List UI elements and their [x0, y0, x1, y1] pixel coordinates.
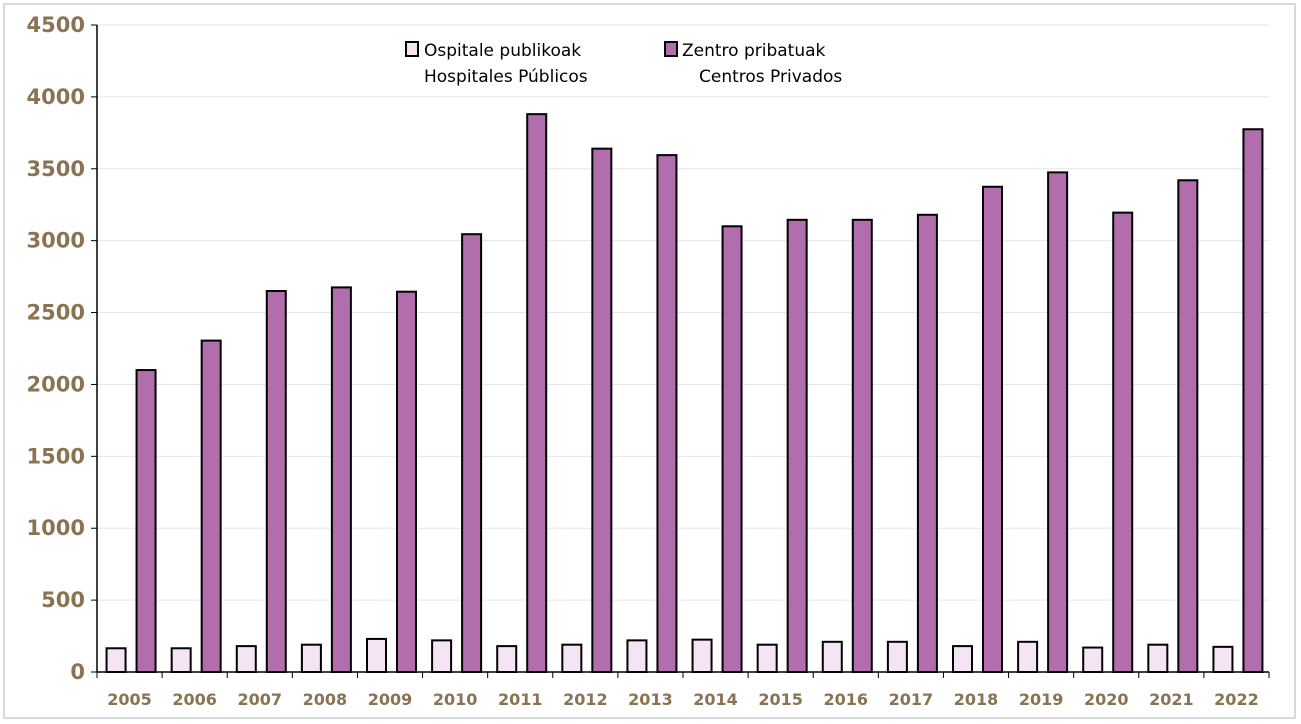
xtick-label-2012: 2012: [563, 690, 608, 709]
bar-public-2007: [235, 645, 257, 673]
ytick-label-1500: 1500: [27, 444, 85, 468]
ytick-label-3500: 3500: [27, 157, 85, 181]
y-axis-ticks: 0 500 1000 1500 2000 2500 3000 3500 4000 4500: [27, 13, 85, 684]
bar-public-2014: [691, 638, 713, 674]
legend-label-private-line2: Centros Privados: [699, 67, 842, 87]
bar-public-2016: [821, 640, 843, 673]
ytick-label-3000: 3000: [27, 229, 85, 253]
bar-private-2017: [916, 213, 938, 674]
xtick-label-2006: 2006: [172, 690, 217, 709]
bar-private-2011: [526, 113, 548, 674]
xtick-label-2020: 2020: [1084, 690, 1129, 709]
bar-public-2022: [1212, 645, 1234, 673]
legend-swatch-private: [664, 41, 678, 57]
bar-private-2005: [135, 369, 157, 673]
xtick-label-2014: 2014: [693, 690, 738, 709]
xtick-label-2011: 2011: [498, 690, 543, 709]
bar-public-2012: [561, 643, 583, 674]
legend: Ospitale publikoak Hospitales Públicos Z…: [405, 41, 842, 87]
ytick-label-1000: 1000: [27, 516, 85, 540]
bar-private-2007: [265, 289, 287, 673]
ytick-label-2000: 2000: [27, 372, 85, 396]
bar-private-2013: [656, 154, 678, 673]
bar-private-2018: [982, 185, 1003, 673]
xtick-label-2007: 2007: [238, 690, 283, 709]
xtick-label-2015: 2015: [758, 690, 803, 709]
xtick-label-2016: 2016: [824, 690, 869, 709]
bar-private-2021: [1177, 179, 1199, 673]
bar-private-2016: [851, 218, 873, 674]
bar-private-2006: [200, 339, 222, 673]
bar-public-2006: [170, 647, 192, 674]
bar-public-2008: [300, 643, 322, 674]
bar-public-2013: [626, 639, 648, 674]
legend-label-public-line2: Hospitales Públicos: [424, 67, 588, 87]
xtick-label-2021: 2021: [1149, 690, 1194, 709]
x-axis-ticks: 2005 2006 2007 2008 2009 2010 2011 2012 2013 2014…: [107, 690, 1258, 709]
bar-private-2009: [396, 290, 417, 673]
bar-public-2020: [1082, 646, 1104, 674]
xtick-label-2008: 2008: [303, 690, 348, 709]
xtick-label-2019: 2019: [1019, 690, 1064, 709]
bar-public-2010: [431, 639, 453, 674]
bar-public-2011: [496, 645, 518, 673]
xtick-label-2009: 2009: [368, 690, 413, 709]
bar-public-2018: [952, 645, 973, 673]
bar-public-2009: [366, 637, 387, 673]
xtick-label-2010: 2010: [433, 690, 478, 709]
bars: [105, 113, 1264, 674]
bar-private-2014: [721, 225, 743, 674]
bar-public-2005: [105, 647, 127, 674]
legend-swatch-public: [405, 41, 419, 57]
bar-private-2010: [461, 233, 483, 674]
bar-private-2019: [1047, 171, 1069, 673]
axes: [91, 24, 1270, 678]
gridlines: [97, 24, 1269, 601]
bar-public-2015: [756, 643, 778, 674]
xtick-label-2018: 2018: [954, 690, 999, 709]
ytick-label-4000: 4000: [27, 85, 85, 109]
ytick-label-0: 0: [70, 660, 85, 684]
bar-private-2012: [591, 147, 613, 674]
bar-public-2017: [886, 640, 908, 673]
legend-label-public: Ospitale publikoak: [424, 41, 581, 61]
bar-private-2015: [786, 218, 808, 674]
xtick-label-2017: 2017: [889, 690, 934, 709]
legend-label-private: Zentro pribatuak: [682, 41, 826, 61]
bar-private-2008: [330, 286, 352, 673]
xtick-label-2005: 2005: [107, 690, 152, 709]
bar-private-2020: [1112, 211, 1134, 673]
xtick-label-2022: 2022: [1214, 690, 1259, 709]
bar-private-2022: [1242, 128, 1264, 673]
ytick-label-2500: 2500: [27, 301, 85, 325]
bar-public-2021: [1147, 643, 1169, 674]
ytick-label-4500: 4500: [27, 13, 85, 37]
bar-public-2019: [1017, 640, 1039, 673]
ytick-label-500: 500: [41, 588, 85, 612]
xtick-label-2013: 2013: [628, 690, 673, 709]
